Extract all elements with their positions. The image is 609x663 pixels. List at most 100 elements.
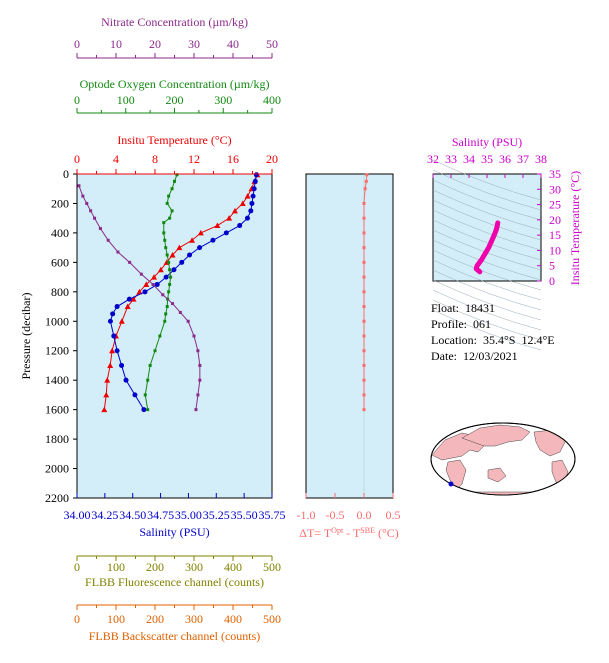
- delta-t-marks: [362, 173, 369, 498]
- land-asia: [461, 424, 531, 447]
- nitrate-point: [116, 250, 120, 254]
- salinity-point: [114, 348, 120, 354]
- pressure-axis-label: Pressure (decibar): [19, 293, 33, 380]
- salinity-tick-label: 35.75: [259, 508, 286, 522]
- nitrate-tick-label: 20: [149, 37, 161, 51]
- ts-density-contour: [432, 189, 542, 231]
- salinity-point: [107, 318, 113, 324]
- salinity-tick-label: 34.25: [91, 508, 118, 522]
- salinity-point: [251, 186, 257, 192]
- ts-density-contour: [432, 239, 542, 281]
- salinity-point: [114, 304, 120, 310]
- temperature-point: [244, 193, 251, 199]
- delta-t-point: [362, 290, 366, 294]
- pressure-tick-label: 1000: [45, 314, 69, 328]
- nitrate-point: [98, 226, 102, 230]
- ts-temperature-tick-label: 35: [549, 167, 561, 181]
- nitrate-point: [81, 194, 85, 198]
- world-map: [430, 422, 576, 496]
- ts-point: [475, 264, 479, 268]
- profile-label: Profile:: [431, 317, 467, 331]
- oxygen-point: [164, 312, 168, 316]
- oxygen-point: [173, 179, 176, 183]
- delta-t-point: [362, 393, 366, 397]
- salinity-point: [250, 193, 256, 199]
- oxygen-point: [163, 319, 167, 323]
- oxygen-point: [165, 305, 169, 309]
- salinity-point: [154, 281, 160, 287]
- delta-t-point: [362, 378, 366, 382]
- temperature-point: [214, 222, 221, 229]
- oxygen-point: [167, 194, 171, 198]
- salinity-point: [179, 259, 185, 265]
- oxygen-point: [146, 408, 150, 412]
- salinity-tick-label: 35.00: [175, 508, 202, 522]
- delta-t-point: [362, 319, 366, 323]
- fluorescence-tick-label: 500: [263, 560, 281, 574]
- profile-marks: [77, 171, 261, 413]
- salinity-point: [197, 245, 203, 251]
- backscatter-tick-label: 200: [146, 612, 164, 626]
- oxygen-point: [175, 173, 179, 177]
- oxygen-point: [165, 201, 169, 205]
- ts-point: [478, 270, 482, 274]
- ts-point: [496, 221, 500, 225]
- ts-density-contour: [432, 169, 542, 211]
- ts-salinity-tick-label: 38: [535, 152, 547, 166]
- salinity-point: [141, 407, 147, 413]
- temperature-tick-label: 12: [188, 152, 200, 166]
- date-value: 12/03/2021: [463, 349, 518, 363]
- delta-t-axes: -1.0 -0.5 0.0 0.5 ΔT= TOpt - TSBE (°C): [297, 493, 401, 540]
- delta-t-point: [362, 216, 366, 220]
- salinity-point: [237, 223, 243, 229]
- ts-point: [495, 226, 499, 229]
- delta-t-point: [362, 260, 366, 264]
- salinity-point: [126, 296, 132, 302]
- ts-density-contour: [432, 289, 542, 331]
- profile-axes: 0200400600800100012001400160018002000220…: [19, 15, 286, 539]
- oxygen-point: [143, 393, 147, 397]
- nitrate-tick-label: 40: [227, 37, 239, 51]
- salinity-tick-label: 34.75: [147, 508, 174, 522]
- pressure-tick-label: 0: [63, 167, 69, 181]
- temperature-point: [176, 244, 183, 251]
- nitrate-point: [178, 310, 182, 314]
- ts-point: [480, 258, 484, 262]
- salinity-point: [111, 333, 117, 339]
- backscatter-tick-label: 400: [224, 612, 242, 626]
- delta-t-point: [363, 187, 367, 191]
- salinity-point: [163, 274, 169, 280]
- ts-density-contour: [432, 299, 542, 341]
- nitrate-point: [171, 302, 175, 306]
- temperature-point: [107, 362, 114, 368]
- backscatter-tick-label: 300: [185, 612, 203, 626]
- ts-salinity-tick-label: 35: [481, 152, 493, 166]
- pressure-tick-label: 400: [51, 226, 69, 240]
- ts-density-contour: [432, 249, 542, 291]
- salinity-tick-label: 35.25: [203, 508, 230, 522]
- delta-t-point: [362, 246, 366, 250]
- salinity-point: [249, 200, 255, 206]
- nitrate-point: [198, 378, 202, 382]
- ts-temperature-tick-label: 20: [549, 213, 561, 227]
- nitrate-point: [139, 272, 143, 276]
- temperature-point: [118, 318, 125, 324]
- oxygen-point: [168, 216, 172, 220]
- temperature-point: [143, 281, 150, 287]
- delta-t-point: [362, 275, 366, 279]
- oxygen-point: [164, 246, 168, 250]
- nitrate-tick-label: 50: [266, 37, 278, 51]
- float-label: Float:: [431, 301, 460, 315]
- nitrate-point: [128, 260, 132, 264]
- backscatter-tick-label: 0: [74, 612, 80, 626]
- temperature-point: [197, 229, 204, 236]
- oxygen-point: [167, 290, 171, 294]
- fluorescence-tick-label: 400: [224, 560, 242, 574]
- date-label: Date:: [431, 349, 457, 363]
- delta-t-tick-label: -0.5: [326, 508, 345, 522]
- pressure-tick-label: 2200: [45, 491, 69, 505]
- ts-salinity-tick-label: 33: [445, 152, 457, 166]
- temperature-point: [157, 266, 164, 273]
- delta-t-point: [365, 173, 369, 177]
